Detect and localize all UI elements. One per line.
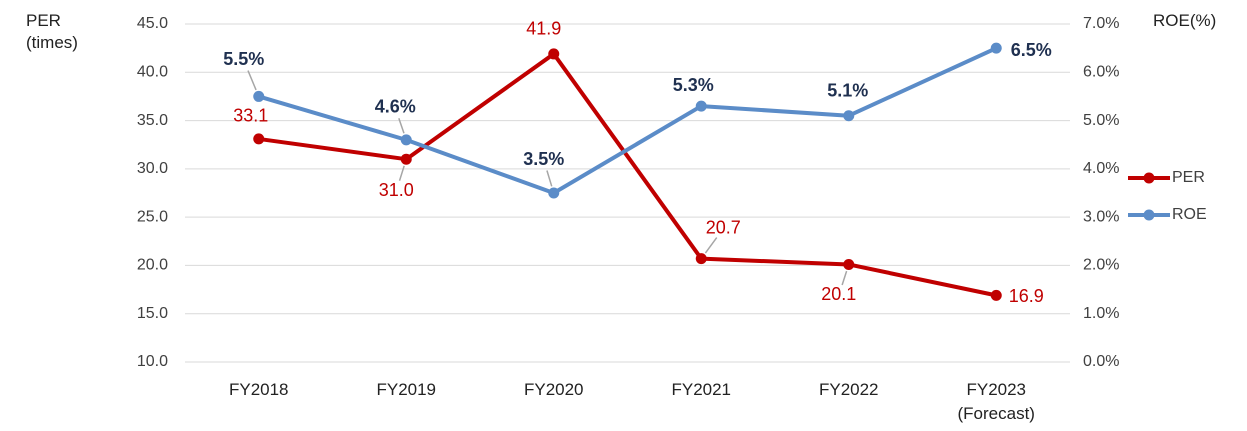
data-label: 33.1	[233, 106, 268, 126]
y2-tick-label: 5.0%	[1083, 112, 1119, 129]
y-tick-label: 30.0	[137, 160, 168, 177]
x-tick-label: FY2018	[228, 380, 289, 399]
data-label: 3.5%	[523, 149, 564, 169]
legend-label: PER	[1172, 169, 1205, 186]
data-label: 20.1	[821, 284, 856, 304]
point	[990, 42, 1002, 54]
data-label: 41.9	[526, 19, 561, 39]
y-tick-label: 35.0	[137, 112, 168, 129]
y2-tick-label: 1.0%	[1083, 305, 1119, 322]
y-tick-label: 40.0	[137, 64, 168, 81]
point	[990, 289, 1002, 301]
y-tick-label: 15.0	[137, 305, 168, 322]
y2-tick-label: 0.0%	[1083, 353, 1119, 370]
y2-tick-label: 6.0%	[1083, 64, 1119, 81]
point	[400, 134, 412, 146]
point	[253, 90, 265, 102]
y-tick-label: 20.0	[137, 257, 168, 274]
y2-tick-label: 7.0%	[1083, 15, 1119, 32]
point	[695, 253, 707, 265]
line	[258, 46, 998, 195]
leader-line	[704, 237, 718, 254]
data-label: 5.3%	[673, 75, 714, 95]
legend-marker	[1143, 172, 1155, 184]
y-tick-label: 10.0	[137, 353, 168, 370]
data-label: 4.6%	[375, 97, 416, 117]
leader-line	[398, 118, 405, 134]
point	[253, 133, 265, 145]
y2-tick-label: 4.0%	[1083, 160, 1119, 177]
x-tick-label: FY2022	[818, 380, 879, 399]
line	[258, 51, 997, 298]
y-tick-label: 45.0	[137, 15, 168, 32]
point	[843, 258, 855, 270]
legend-marker	[1143, 209, 1155, 221]
leader-line	[841, 270, 848, 286]
point	[400, 153, 412, 165]
point	[548, 187, 560, 199]
data-label: 6.5%	[1011, 40, 1052, 60]
legend-label: ROE	[1172, 206, 1207, 223]
x-tick-label: FY2021	[671, 380, 732, 399]
point	[548, 48, 560, 60]
y-axis-label: PER (times)	[26, 11, 78, 52]
x-tick-label: FY2020	[523, 380, 584, 399]
y2-tick-label: 2.0%	[1083, 257, 1119, 274]
leader-line	[247, 70, 257, 91]
data-label: 5.5%	[223, 49, 264, 69]
data-label: 5.1%	[827, 80, 868, 100]
y2-tick-label: 3.0%	[1083, 208, 1119, 225]
leader-line	[546, 170, 553, 187]
x-tick-label: FY2019	[376, 380, 437, 399]
data-label: 31.0	[379, 180, 414, 200]
point	[843, 110, 855, 122]
y-tick-label: 25.0	[137, 208, 168, 225]
point	[695, 100, 707, 112]
leader-line	[398, 165, 405, 181]
y2-axis-label: ROE(%)	[1153, 11, 1217, 30]
x-tick-label: FY2023 (Forecast)	[957, 380, 1035, 423]
data-label: 16.9	[1009, 286, 1044, 306]
data-label: 20.7	[706, 217, 741, 237]
